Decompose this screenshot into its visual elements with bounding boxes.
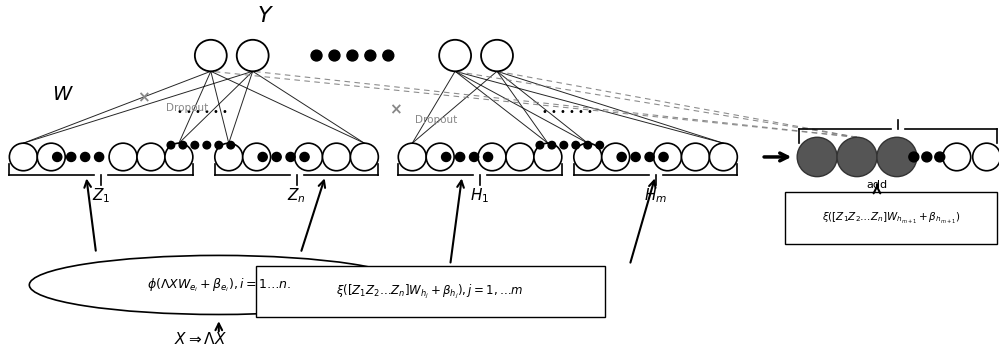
Circle shape [469,153,479,161]
Circle shape [596,141,604,149]
Circle shape [877,137,917,177]
Text: $\xi([Z_1 Z_2 \ldots Z_n] W_{h_j} + \beta_{h_j}), j = 1, \ldots m$: $\xi([Z_1 Z_2 \ldots Z_n] W_{h_j} + \bet… [336,283,524,301]
Circle shape [215,141,223,149]
Circle shape [645,153,654,161]
Circle shape [295,143,322,171]
Circle shape [442,153,451,161]
Circle shape [560,141,568,149]
Ellipse shape [29,256,408,315]
Circle shape [243,143,271,171]
Circle shape [67,153,76,161]
Circle shape [365,50,376,61]
Circle shape [9,143,37,171]
FancyBboxPatch shape [785,193,997,244]
Text: $W$: $W$ [52,85,74,104]
Circle shape [350,143,378,171]
Text: • • • • • •: • • • • • • [177,107,228,117]
Circle shape [478,143,506,171]
Circle shape [37,143,65,171]
Circle shape [572,141,580,149]
Circle shape [137,143,165,171]
Circle shape [506,143,534,171]
Circle shape [227,141,235,149]
Circle shape [95,153,104,161]
FancyBboxPatch shape [256,266,605,317]
Circle shape [456,153,465,161]
Circle shape [602,143,630,171]
Circle shape [53,153,62,161]
Text: $Z_1$: $Z_1$ [92,187,110,205]
Circle shape [347,50,358,61]
Circle shape [426,143,454,171]
Circle shape [536,141,544,149]
Circle shape [909,152,919,162]
Circle shape [195,40,227,71]
Text: $\xi([Z_1 Z_2 \ldots Z_n] W_{h_{m+1}} + \beta_{h_{m+1}})$: $\xi([Z_1 Z_2 \ldots Z_n] W_{h_{m+1}} + … [822,210,960,225]
Circle shape [165,143,193,171]
Circle shape [258,153,267,161]
Circle shape [922,152,932,162]
Circle shape [574,143,602,171]
Text: ×: × [389,102,402,117]
Circle shape [272,153,281,161]
Circle shape [797,137,837,177]
Circle shape [709,143,737,171]
Circle shape [548,141,556,149]
Circle shape [837,137,877,177]
Circle shape [311,50,322,61]
Circle shape [631,153,640,161]
Text: Dropout: Dropout [166,103,208,113]
Circle shape [329,50,340,61]
Circle shape [81,153,90,161]
Circle shape [584,141,592,149]
Text: $Z_n$: $Z_n$ [287,187,306,205]
Circle shape [179,141,187,149]
Circle shape [973,143,1000,171]
Circle shape [659,153,668,161]
Circle shape [483,153,493,161]
Circle shape [534,143,562,171]
Text: $H_1$: $H_1$ [470,187,490,205]
Circle shape [237,40,269,71]
Circle shape [203,141,211,149]
Text: $Y$: $Y$ [257,6,274,26]
Circle shape [398,143,426,171]
Circle shape [215,143,243,171]
Circle shape [654,143,681,171]
Text: $\phi(\Lambda X W_{e_i} + \beta_{e_i}), i = 1 \ldots n.$: $\phi(\Lambda X W_{e_i} + \beta_{e_i}), … [147,276,291,294]
Text: ×: × [137,90,149,105]
Text: Dropout: Dropout [415,114,457,125]
Text: $H_m$: $H_m$ [644,187,667,205]
Circle shape [681,143,709,171]
Circle shape [943,143,971,171]
Circle shape [191,141,199,149]
Circle shape [300,153,309,161]
Circle shape [439,40,471,71]
Circle shape [617,153,626,161]
Circle shape [481,40,513,71]
Circle shape [322,143,350,171]
Text: • • • • • •: • • • • • • [542,107,593,117]
Circle shape [383,50,394,61]
Text: add: add [866,180,888,190]
Circle shape [167,141,175,149]
Circle shape [109,143,137,171]
Circle shape [935,152,945,162]
Text: $X \Rightarrow \Lambda X$: $X \Rightarrow \Lambda X$ [174,331,227,347]
Circle shape [286,153,295,161]
